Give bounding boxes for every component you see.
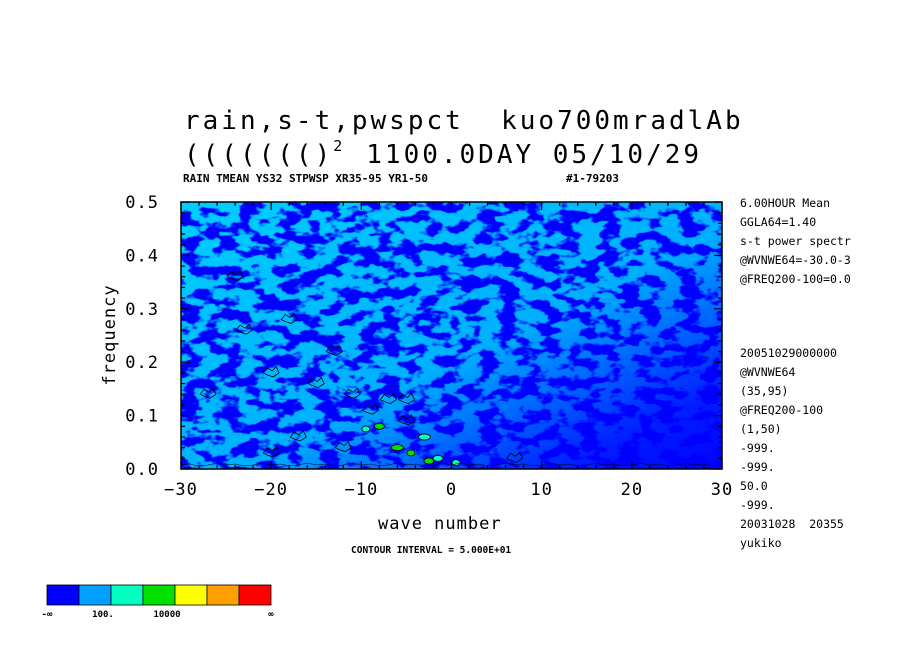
colorbar-swatch [110, 584, 144, 606]
contour-line [235, 323, 253, 335]
side-info-line: 6.00HOUR Mean [740, 196, 831, 210]
contour-line [397, 414, 415, 426]
chart-title: rain,s-t,pwspct kuo700mradlAb [184, 106, 744, 136]
contour-line [361, 403, 379, 415]
subtitle-close: ) [314, 140, 334, 170]
y-tick-label: 0.1 [125, 407, 159, 427]
contour-line [307, 376, 325, 389]
peak-patch [406, 449, 416, 457]
y-tick-label: 0.5 [125, 193, 159, 213]
peak-patch [373, 422, 385, 430]
side-info-line: 20031028 20355 [740, 517, 844, 531]
contour-line [262, 446, 280, 458]
side-info-line: s-t power spectr [740, 234, 851, 248]
side-info-line: @FREQ200-100=0.0 [740, 272, 851, 286]
colorbar-swatch [238, 584, 272, 606]
contour-line [262, 366, 280, 378]
info-id: #1-79203 [566, 172, 619, 185]
colorbar-swatch [206, 584, 240, 606]
subtitle-prefix: ((((((( [184, 140, 315, 170]
y-tick-label: 0.3 [125, 300, 159, 320]
side-info-line: -999. [740, 441, 775, 455]
side-info-line: -999. [740, 460, 775, 474]
contour-line [199, 387, 217, 399]
contour-line [397, 392, 415, 405]
peak-patch [423, 457, 435, 465]
subtitle-sup: 2 [333, 137, 343, 155]
contour-line [325, 344, 343, 356]
side-info-line: 20051029000000 [740, 346, 837, 360]
x-axis-label: wave number [378, 514, 502, 534]
x-tick-label: 20 [621, 480, 643, 500]
colorbar-swatch [46, 584, 80, 606]
peak-patch [361, 425, 371, 433]
colorbar-swatch [174, 584, 208, 606]
colorbar-swatch [142, 584, 176, 606]
peak-patch [390, 444, 404, 452]
side-info-line: @WVNWE64=-30.0-3 [740, 253, 851, 267]
colorbar-label: ∞ [268, 610, 274, 620]
side-info-line: @WVNWE64 [740, 365, 796, 379]
x-tick-label: −20 [254, 480, 288, 500]
x-tick-label: 30 [711, 480, 733, 500]
x-tick-label: −10 [344, 480, 378, 500]
side-info-line: -999. [740, 498, 775, 512]
side-info-line: (1,50) [740, 422, 782, 436]
contour-interval-note: CONTOUR INTERVAL = 5.000E+01 [351, 545, 512, 556]
subtitle-suffix: 1100.0DAY 05/10/29 [366, 140, 703, 170]
chart-subtitle: ((((((()2 1100.0DAY 05/10/29 [184, 137, 702, 170]
y-tick-label: 0.0 [125, 460, 159, 480]
x-tick-label: 0 [446, 480, 457, 500]
contour-line [289, 430, 307, 442]
side-info-line: 50.0 [740, 479, 768, 493]
side-info-line: @FREQ200-100 [740, 403, 824, 417]
info-line: RAIN TMEAN YS32 STPWSP XR35-95 YR1-50 [183, 172, 429, 185]
side-info-line: yukiko [740, 536, 782, 550]
x-tick-label: −30 [164, 480, 198, 500]
contour-line [505, 451, 524, 463]
colorbar-label: -∞ [42, 610, 53, 620]
contour-line [343, 387, 361, 399]
side-info-line: GGLA64=1.40 [740, 215, 817, 229]
y-tick-label: 0.2 [125, 353, 159, 373]
peak-patch [418, 433, 431, 441]
colorbar-swatch [78, 584, 112, 606]
power-region [181, 202, 722, 469]
contour-line [379, 392, 397, 405]
contour-line [280, 312, 298, 324]
colorbar-label: 100. [92, 610, 114, 620]
contour-line [226, 270, 244, 282]
colorbar-label: 10000 [153, 610, 180, 620]
peak-patch [432, 454, 444, 462]
x-tick-label: 10 [530, 480, 552, 500]
y-tick-label: 0.4 [125, 246, 159, 266]
side-info-line: (35,95) [740, 384, 789, 398]
contour-line [334, 440, 352, 453]
